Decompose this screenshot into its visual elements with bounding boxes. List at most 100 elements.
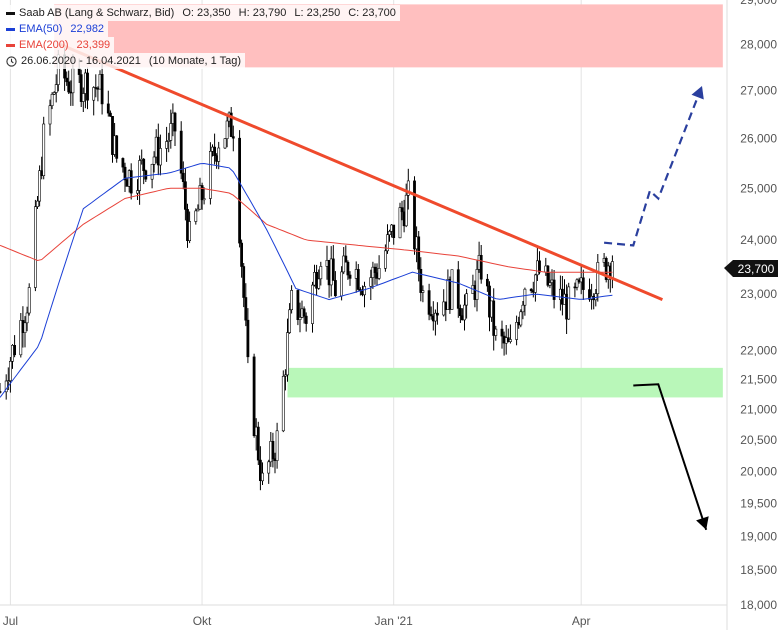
candle-body (429, 314, 433, 317)
candle-body (288, 309, 292, 333)
candle-body (419, 268, 423, 293)
candle-body (167, 140, 171, 142)
candle-body (508, 339, 512, 343)
candle-body (400, 207, 404, 213)
y-tick-label: 26,000 (740, 132, 777, 146)
candle-body (346, 261, 350, 276)
candle-body (283, 374, 287, 377)
instrument-swatch (6, 11, 15, 15)
candle-body (492, 300, 496, 336)
candle-body (298, 316, 302, 320)
ohlc-close: C: 23,700 (348, 7, 396, 19)
candle-body (304, 315, 308, 324)
chart-grid (9, 0, 582, 605)
candle-body (36, 200, 39, 208)
candle-body (610, 261, 614, 279)
candle-body (406, 180, 410, 196)
candle-body (33, 206, 37, 288)
candle-body (123, 166, 127, 181)
candle-body (50, 94, 54, 107)
y-tick-label: 22,000 (740, 343, 777, 357)
candle-body (356, 269, 360, 290)
candle-body (546, 265, 550, 286)
candle-body (267, 461, 271, 474)
y-tick-label: 18,000 (740, 598, 777, 612)
candle-body (519, 311, 523, 326)
candle-body (231, 136, 235, 139)
y-tick-label: 21,000 (740, 403, 777, 417)
candle-body (333, 280, 337, 297)
ema200-line (0, 187, 613, 273)
candle-body (23, 322, 27, 333)
candle-body (152, 156, 156, 165)
candle-body (165, 141, 169, 149)
candle-body (223, 138, 227, 149)
candle-body (275, 430, 279, 461)
candle-body (515, 321, 519, 340)
candle-body (25, 312, 29, 324)
candle-body (392, 224, 396, 238)
candle-body (181, 172, 185, 182)
candle-body (240, 242, 244, 267)
candle-body (94, 87, 98, 89)
candle-body (450, 269, 454, 310)
ema200-value: 23,399 (76, 39, 111, 51)
candle-body (86, 72, 89, 101)
candle-body (281, 375, 285, 432)
candle-body (100, 74, 104, 105)
y-tick-label: 21,500 (740, 373, 777, 387)
candle-body (340, 271, 344, 297)
candle-body (179, 130, 183, 174)
x-tick-label: Apr (572, 614, 591, 628)
candle-body (217, 147, 221, 162)
candle-body (581, 277, 585, 290)
candle-body (0, 391, 2, 393)
candle-body (42, 123, 46, 177)
bearish-scenario-arrow (633, 383, 708, 531)
support-zone (287, 367, 723, 398)
candle-body (286, 332, 289, 376)
period-range: 26.06.2020 - 16.04.2021 (21, 55, 141, 67)
candle-body (386, 234, 389, 252)
ohlc-open: O: 23,350 (182, 7, 231, 19)
candle-body (433, 312, 437, 322)
period-desc: (10 Monate, 1 Tag) (148, 55, 242, 67)
candle-body (81, 93, 85, 102)
candle-body (209, 151, 212, 199)
y-tick-label: 20,000 (740, 464, 777, 478)
y-tick-label: 25,000 (740, 181, 777, 195)
candle-body (427, 290, 431, 315)
candle-body (500, 328, 504, 337)
candle-body (261, 472, 264, 482)
candle-body (109, 112, 112, 117)
y-tick-label: 20,500 (740, 433, 777, 447)
candle-body (54, 84, 58, 93)
candle-body (302, 308, 306, 317)
candle-body (246, 319, 250, 358)
candle-body (19, 320, 23, 356)
trendline (59, 43, 664, 301)
x-tick-label: Okt (193, 614, 212, 628)
y-tick-label: 29,000 (740, 0, 777, 7)
candle-body (138, 160, 142, 191)
candle-body (92, 87, 96, 101)
candle-body (404, 194, 408, 227)
candle-body (377, 267, 381, 279)
last-price-badge: 23,700 (724, 260, 778, 277)
candle-body (38, 170, 42, 202)
y-tick-label: 23,000 (740, 287, 777, 301)
candle-body (348, 274, 352, 279)
candle-body (252, 356, 256, 436)
ohlc-low: L: 23,250 (294, 7, 341, 19)
candle-body (296, 290, 300, 320)
candle-body (111, 116, 114, 155)
price-candles (0, 48, 614, 491)
candle-body (6, 380, 10, 383)
y-tick-label: 19,500 (740, 497, 777, 511)
candle-body (344, 255, 348, 263)
candle-body (258, 459, 262, 482)
candle-body (594, 293, 598, 301)
candle-body (48, 105, 52, 125)
candle-body (494, 328, 498, 336)
candle-body (271, 440, 275, 460)
